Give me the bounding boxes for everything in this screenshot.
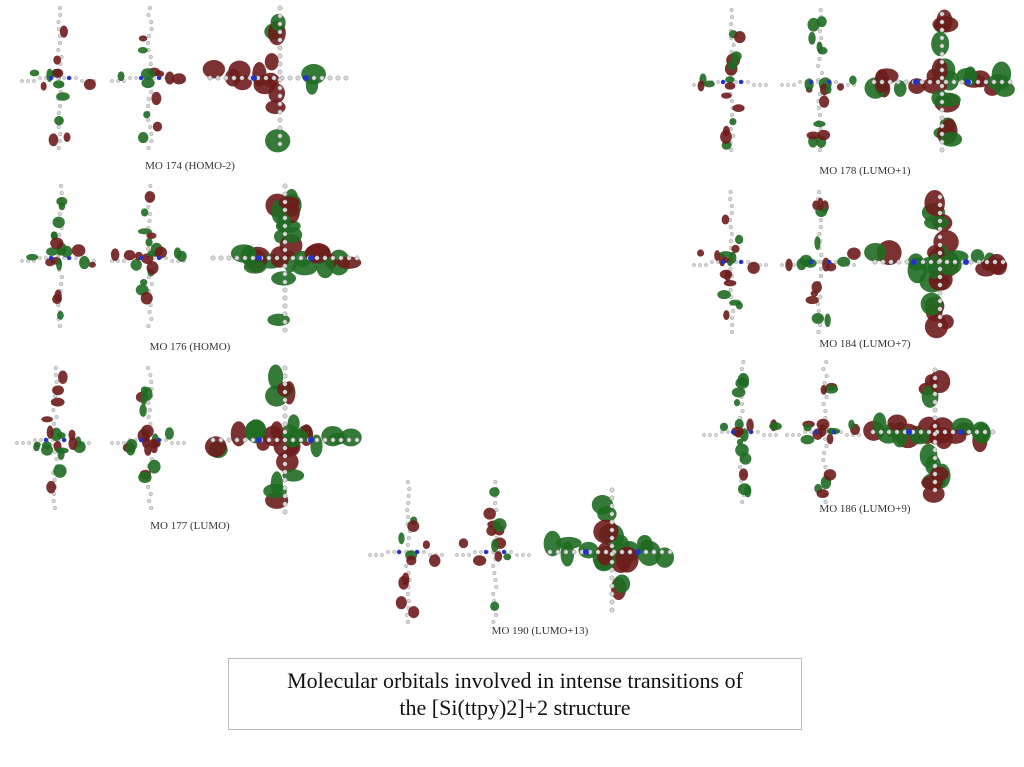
orbital-side-view-a	[20, 183, 96, 329]
orbital-panel-mo174	[20, 5, 349, 153]
orbital-side-view-a	[368, 480, 444, 625]
orbital-side-view-a	[692, 189, 768, 335]
panel-label-mo184: MO 184 (LUMO+7)	[819, 338, 911, 350]
orbital-panel-mo184	[692, 189, 1008, 339]
orbital-side-view-b	[110, 183, 187, 329]
orbital-side-view-b	[780, 189, 861, 335]
panel-label-mo186: MO 186 (LUMO+9)	[819, 503, 911, 515]
orbital-side-view-a	[692, 7, 768, 152]
caption-line-2: the [Si(ttpy)2]+2 structure	[399, 695, 631, 720]
orbital-top-view	[210, 183, 362, 333]
orbital-side-view-b	[110, 366, 186, 511]
orbital-panel-mo186	[702, 360, 996, 505]
orbital-panel-mo190	[368, 480, 675, 625]
orbital-side-view-a	[15, 366, 91, 511]
orbital-side-view-b	[780, 7, 857, 152]
orbital-top-view	[863, 367, 996, 503]
orbital-top-view	[864, 189, 1008, 339]
caption-line-1: Molecular orbitals involved in intense t…	[287, 668, 743, 693]
orbital-top-view	[204, 364, 362, 515]
panel-label-mo190: MO 190 (LUMO+13)	[491, 625, 589, 637]
panel-label-mo176: MO 176 (HOMO)	[149, 341, 231, 353]
orbital-side-view-b	[110, 5, 186, 150]
orbital-side-view-b	[785, 360, 861, 505]
orbital-side-view-b	[455, 480, 531, 625]
orbital-side-view-a	[20, 5, 96, 150]
orbital-panel-mo176	[20, 183, 362, 333]
orbital-top-view	[202, 5, 349, 153]
orbital-side-view-a	[702, 360, 782, 505]
figure-caption: Molecular orbitals involved in intense t…	[228, 658, 802, 730]
orbital-top-view	[864, 9, 1015, 153]
orbital-top-view	[543, 487, 675, 613]
orbital-panel-mo177	[15, 364, 362, 515]
panel-label-mo174: MO 174 (HOMO-2)	[145, 160, 235, 172]
orbital-panel-mo178	[692, 7, 1015, 153]
panel-label-mo177: MO 177 (LUMO)	[150, 520, 230, 532]
panel-label-mo178: MO 178 (LUMO+1)	[819, 165, 911, 177]
